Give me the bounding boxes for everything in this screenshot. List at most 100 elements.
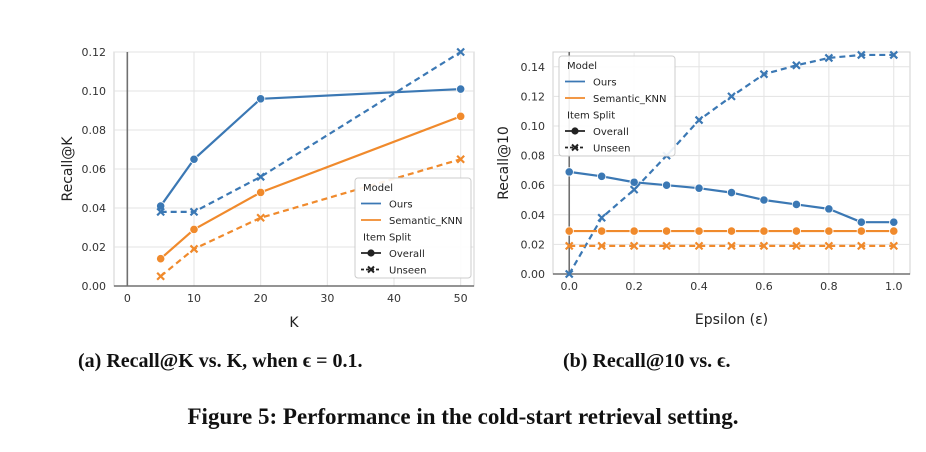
data-point [889, 241, 899, 251]
figure-caption: Figure 5: Performance in the cold-start … [187, 404, 739, 429]
legend: Model Ours Semantic_KNN Item Split Overall Un… [558, 55, 676, 157]
legend-entry-model: Ours [593, 78, 617, 89]
data-point [456, 47, 465, 57]
data-point [727, 92, 736, 101]
data-point [456, 154, 465, 164]
legend-entry-split: Unseen [593, 144, 631, 155]
series-semantic_knn-overall [156, 111, 466, 264]
data-point [889, 217, 899, 227]
data-point [824, 204, 834, 214]
data-point [156, 254, 166, 264]
data-point [189, 154, 199, 164]
y-tick-label: 0.00 [521, 268, 546, 281]
legend-title-model: Model [567, 61, 597, 72]
data-point [791, 226, 802, 236]
y-tick-label: 0.06 [82, 163, 107, 176]
data-point [156, 271, 165, 281]
y-tick-label: 0.10 [521, 120, 546, 133]
data-point [156, 207, 165, 217]
data-point [597, 226, 607, 236]
data-point [727, 241, 736, 251]
data-point [661, 226, 672, 236]
series-ours-overall [564, 167, 899, 227]
data-point [189, 207, 199, 217]
x-tick-label: 0.8 [820, 280, 838, 293]
legend-marker [367, 249, 375, 257]
x-tick-label: 1.0 [885, 280, 903, 293]
data-point [456, 111, 466, 121]
y-tick-label: 0.04 [521, 209, 546, 222]
figure-canvas: 0 10 20 30 40 50 0.00 0.02 0.04 0.06 0.08 0.10 0.12 K… [60, 46, 911, 331]
x-tick-label: 40 [387, 292, 401, 305]
legend-marker [367, 265, 375, 274]
data-point [857, 50, 866, 60]
legend-title-split: Item Split [567, 111, 615, 122]
x-tick-label: 0.6 [755, 280, 773, 293]
chart-panel-a: 0 10 20 30 40 50 0.00 0.02 0.04 0.06 0.08 0.10 0.12 K… [60, 46, 475, 331]
data-point [256, 172, 265, 182]
y-axis-label: Recall@K [60, 136, 76, 202]
legend-title-model: Model [363, 183, 393, 194]
chart-panel-b: 0.0 0.2 0.4 0.6 0.8 1.0 0.00 0.02 0.04 0.06 0.08 0.… [496, 50, 911, 328]
series-ours-overall [156, 84, 466, 211]
y-tick-label: 0.06 [521, 179, 546, 192]
data-point [629, 177, 639, 187]
data-point [597, 213, 606, 223]
data-point [791, 199, 802, 210]
data-point [456, 84, 466, 94]
legend: Model Ours Semantic_KNN Item Split Overall Un… [354, 177, 472, 279]
y-tick-label: 0.02 [521, 238, 546, 251]
caption-a: (a) Recall@K vs. K, when ϵ = 0.1. [78, 350, 363, 372]
data-point [856, 217, 866, 227]
x-tick-label: 30 [320, 292, 334, 305]
data-point [256, 213, 265, 223]
y-tick-label: 0.04 [82, 202, 107, 215]
y-tick-label: 0.12 [82, 46, 107, 59]
data-point [629, 185, 639, 194]
x-axis-label: K [289, 315, 299, 331]
legend-entry-split: Unseen [389, 266, 427, 277]
data-point [564, 167, 574, 177]
data-point [759, 226, 769, 236]
legend-entry-split: Overall [593, 127, 629, 138]
data-point [792, 241, 801, 251]
data-point [564, 226, 574, 236]
data-point [759, 241, 769, 251]
data-point [189, 224, 199, 235]
data-point [694, 183, 704, 193]
data-point [726, 226, 737, 236]
data-point [694, 226, 704, 236]
legend-entry-model: Semantic_KNN [389, 216, 462, 227]
x-tick-label: 0 [124, 292, 131, 305]
legend-entry-model: Semantic_KNN [593, 94, 666, 105]
data-point [156, 201, 166, 211]
data-point [792, 61, 801, 70]
legend-entry-model: Ours [389, 200, 413, 211]
data-point [256, 94, 266, 104]
data-point [662, 241, 671, 251]
data-point [824, 241, 834, 251]
data-point [629, 226, 639, 236]
data-point [694, 241, 704, 251]
x-tick-label: 0.4 [690, 280, 708, 293]
y-axis-label: Recall@10 [496, 126, 512, 200]
series-semantic_knn-unseen [564, 241, 899, 251]
series-line [159, 87, 461, 207]
x-tick-label: 20 [254, 292, 268, 305]
data-point [889, 226, 899, 236]
data-point [824, 53, 834, 63]
data-point [661, 180, 672, 190]
series-semantic_knn-overall [564, 226, 899, 236]
x-tick-label: 0.0 [560, 280, 578, 293]
series-line [160, 51, 462, 213]
data-point [759, 69, 769, 79]
y-tick-label: 0.10 [82, 85, 107, 98]
data-point [759, 195, 769, 205]
data-point [856, 226, 866, 236]
x-tick-label: 50 [454, 292, 468, 305]
y-tick-label: 0.02 [82, 241, 107, 254]
data-point [256, 187, 266, 197]
series-ours-unseen [156, 47, 465, 217]
series-line [159, 115, 462, 260]
data-point [564, 269, 574, 279]
